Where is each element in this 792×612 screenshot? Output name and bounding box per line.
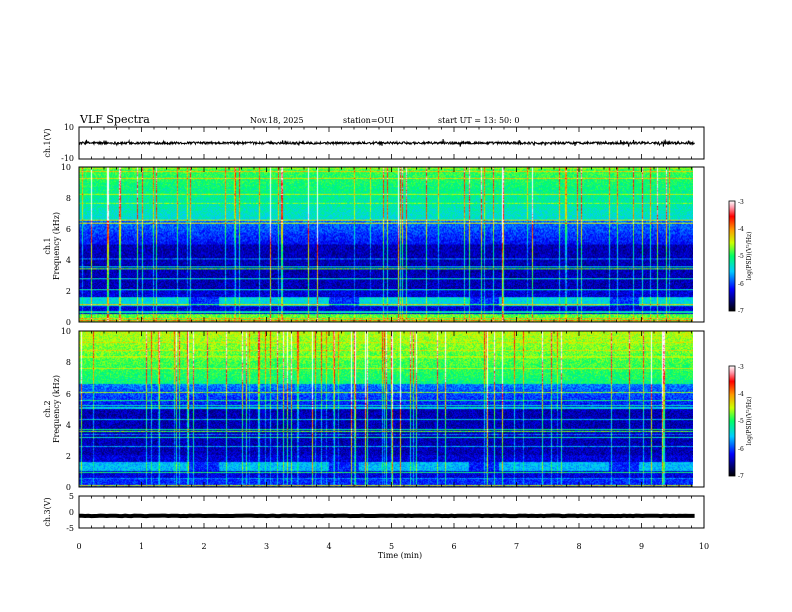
ch1-waveform-panel: 10 -10 ch.1(V) [43, 123, 705, 163]
ch1-cbar-tick-m7: -7 [738, 308, 744, 315]
ch1-colorbar: -3 -4 -5 -6 -7 log(PSD)(V²/Hz) [728, 199, 753, 315]
ch2-spectrogram-image [79, 331, 693, 487]
ch2-cbar-tick-m5: -5 [738, 418, 744, 425]
ch1-ytick-0: 0 [66, 318, 71, 327]
ch2-ytick-0: 0 [66, 483, 71, 492]
ch2-cbar-tick-m6: -6 [738, 446, 744, 453]
xtick-label-4: 4 [326, 542, 331, 551]
ch1-waveform-xticks [78, 127, 705, 159]
ch2-ytick-8: 8 [66, 358, 71, 367]
ch2-spectrogram-ylabel-channel: ch.2 [43, 400, 52, 417]
ch1-ytick-bottom: -10 [61, 154, 74, 163]
ch1-spectrogram-image [79, 167, 693, 322]
ch1-spectrogram-xticks [78, 167, 705, 322]
ch2-ytick-4: 4 [66, 421, 71, 430]
ch2-colorbar-bar [728, 365, 736, 477]
xtick-label-7: 7 [514, 542, 519, 551]
figure-title: VLF Spectra [79, 113, 150, 126]
ch3-ytick-bottom: -5 [66, 524, 74, 533]
xtick-label-2: 2 [201, 542, 206, 551]
ch1-colorbar-label: log(PSD)(V²/Hz) [746, 232, 753, 281]
ch2-colorbar-label: log(PSD)(V²/Hz) [746, 397, 753, 446]
ch3-ytick-top: 5 [69, 492, 74, 501]
x-axis-label: Time (min) [378, 551, 422, 560]
xtick-label-6: 6 [451, 542, 456, 551]
ch3-waveform-panel: 5 0 -5 ch.3(V) [43, 492, 705, 533]
ch1-spectrogram-panel: 0 2 4 6 8 10 ch.1 Frequency (kHz) [43, 163, 705, 327]
ch1-cbar-tick-m5: -5 [738, 253, 744, 260]
ch2-spectrogram-ylabel: Frequency (kHz) [52, 375, 61, 443]
ch2-cbar-tick-m7: -7 [738, 473, 744, 480]
x-axis: 0 1 2 3 4 5 6 7 8 9 10 Time (min) [76, 542, 709, 560]
ch1-waveform-ylabel: ch.1(V) [43, 128, 52, 157]
ch1-spectrogram-ylabel: Frequency (kHz) [52, 212, 61, 280]
ch1-spectrogram-ylabel-channel: ch.1 [43, 237, 52, 254]
ch2-ytick-10: 10 [61, 327, 71, 336]
ch1-ytick-2: 2 [66, 287, 71, 296]
ch1-cbar-tick-m3: -3 [738, 199, 744, 206]
ch1-waveform-line [78, 138, 695, 147]
ch1-cbar-tick-m6: -6 [738, 281, 744, 288]
ch2-cbar-tick-m4: -4 [738, 391, 744, 398]
ch2-colorbar: -3 -4 -5 -6 -7 log(PSD)(V²/Hz) [728, 364, 753, 480]
ch3-waveform-xticks [78, 496, 705, 528]
station-label: station=OUI [343, 116, 394, 125]
ch3-waveform-line [79, 513, 695, 519]
xtick-label-5: 5 [389, 542, 394, 551]
xtick-label-8: 8 [576, 542, 581, 551]
ch2-cbar-tick-m3: -3 [738, 364, 744, 371]
ch1-ytick-6: 6 [66, 225, 71, 234]
ch1-ytick-8: 8 [66, 194, 71, 203]
xtick-label-10: 10 [699, 542, 709, 551]
ch2-spectrogram-xticks [78, 331, 705, 487]
ch1-ytick-4: 4 [66, 256, 71, 265]
ch2-ytick-6: 6 [66, 390, 71, 399]
ch1-cbar-tick-m4: -4 [738, 226, 744, 233]
ch1-freq-yticks: 0 2 4 6 8 10 [61, 163, 71, 327]
xtick-label-9: 9 [639, 542, 644, 551]
xtick-label-0: 0 [76, 542, 81, 551]
ch3-ytick-mid: 0 [69, 508, 74, 517]
ch2-ytick-2: 2 [66, 452, 71, 461]
ch1-ytick-top: 10 [64, 123, 74, 132]
ch2-spectrogram-panel: 0 2 4 6 8 10 ch.2 Frequency (kHz) [43, 327, 705, 492]
ch2-freq-yticks: 0 2 4 6 8 10 [61, 327, 71, 492]
ch1-ytick-10: 10 [61, 163, 71, 172]
ch3-waveform-ylabel: ch.3(V) [43, 497, 52, 526]
xtick-label-1: 1 [139, 542, 144, 551]
xtick-label-3: 3 [264, 542, 269, 551]
ch1-colorbar-bar [728, 200, 736, 312]
date-label: Nov.18, 2025 [250, 116, 304, 125]
start-time-label: start UT = 13: 50: 0 [438, 116, 519, 125]
